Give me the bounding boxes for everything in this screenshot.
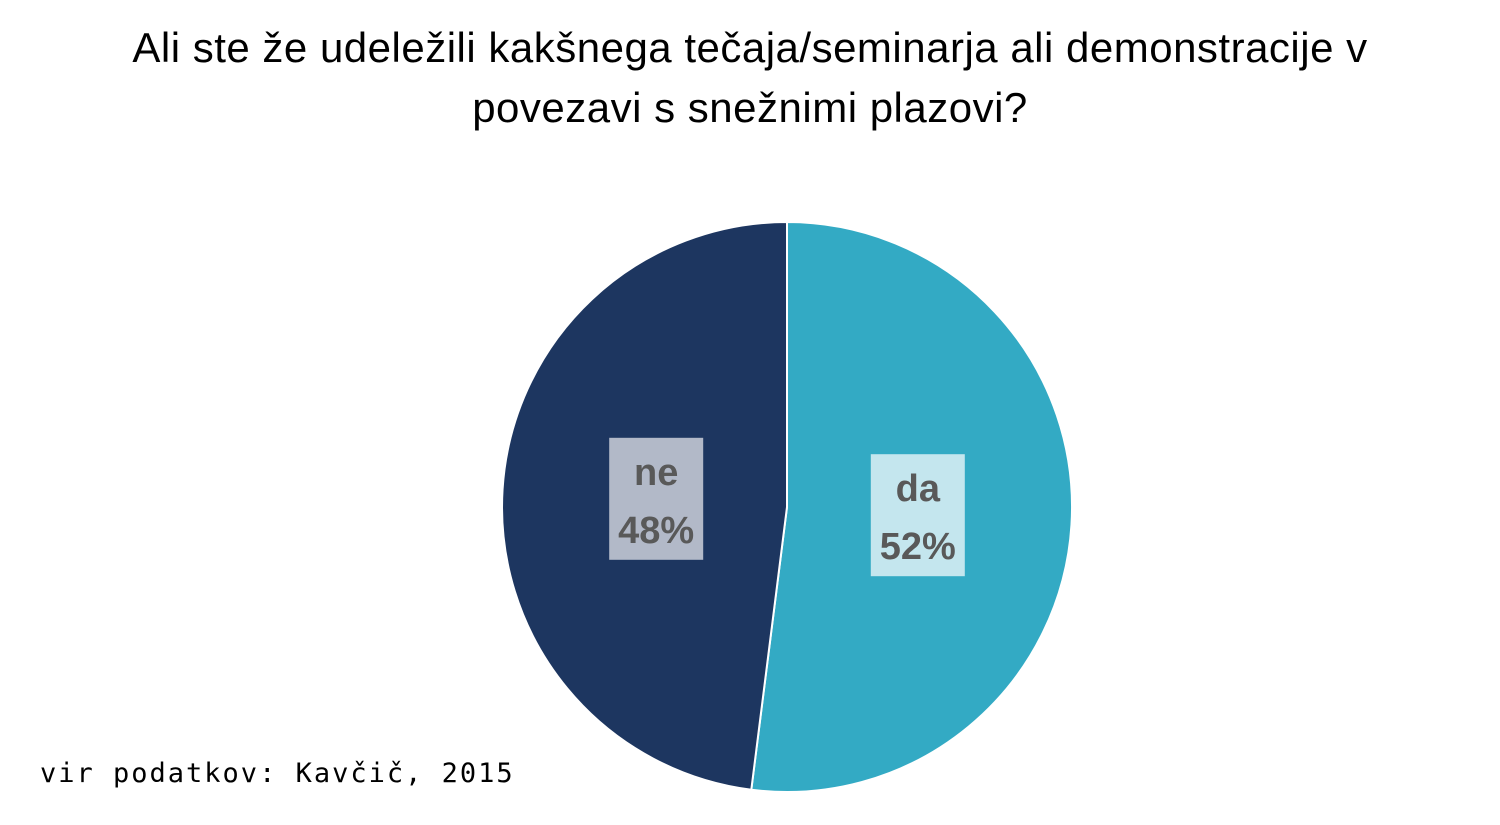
data-label-da: da 52% (870, 454, 965, 577)
chart-title-line-2: povezavi s snežnimi plazovi? (472, 84, 1028, 131)
pie-slices (501, 220, 1074, 793)
data-label-ne: ne 48% (609, 437, 704, 560)
chart-title: Ali ste že udeležili kakšnega tečaja/sem… (30, 18, 1470, 138)
slice-label-ne: ne (634, 452, 678, 494)
slice-value-da: 52% (880, 526, 956, 568)
slice-label-da: da (896, 468, 941, 510)
data-label-box-ne (609, 437, 704, 560)
chart-title-line-1: Ali ste že udeležili kakšnega tečaja/sem… (132, 24, 1368, 71)
pie-labels: da 52% ne 48% (609, 437, 965, 577)
slice-value-ne: 48% (618, 510, 694, 552)
data-label-box-da (870, 454, 965, 577)
source-note: vir podatkov: Kavčič, 2015 (40, 758, 515, 789)
